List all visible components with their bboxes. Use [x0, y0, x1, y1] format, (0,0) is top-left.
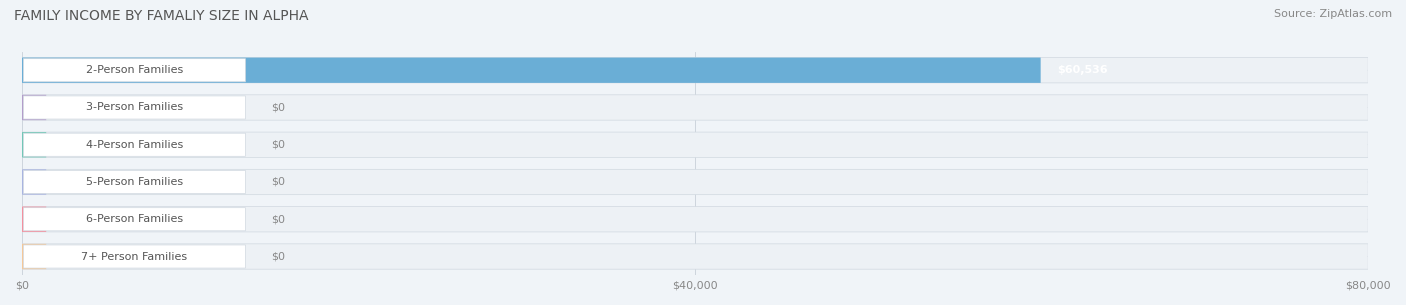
FancyBboxPatch shape: [24, 208, 246, 231]
FancyBboxPatch shape: [24, 96, 246, 119]
Text: $0: $0: [271, 140, 285, 150]
Text: $0: $0: [271, 214, 285, 224]
Text: 2-Person Families: 2-Person Families: [86, 65, 183, 75]
FancyBboxPatch shape: [24, 170, 246, 194]
Text: $0: $0: [271, 102, 285, 113]
Text: Source: ZipAtlas.com: Source: ZipAtlas.com: [1274, 9, 1392, 19]
FancyBboxPatch shape: [22, 244, 1368, 269]
FancyBboxPatch shape: [22, 244, 46, 269]
Text: 4-Person Families: 4-Person Families: [86, 140, 183, 150]
FancyBboxPatch shape: [22, 95, 46, 120]
Text: $0: $0: [271, 252, 285, 261]
FancyBboxPatch shape: [24, 133, 246, 156]
Text: 7+ Person Families: 7+ Person Families: [82, 252, 187, 261]
Text: $0: $0: [271, 177, 285, 187]
Text: FAMILY INCOME BY FAMALIY SIZE IN ALPHA: FAMILY INCOME BY FAMALIY SIZE IN ALPHA: [14, 9, 308, 23]
Text: 6-Person Families: 6-Person Families: [86, 214, 183, 224]
FancyBboxPatch shape: [24, 245, 246, 268]
Text: 3-Person Families: 3-Person Families: [86, 102, 183, 113]
FancyBboxPatch shape: [22, 95, 1368, 120]
FancyBboxPatch shape: [22, 58, 1040, 83]
FancyBboxPatch shape: [22, 206, 1368, 232]
FancyBboxPatch shape: [22, 206, 46, 232]
Text: $60,536: $60,536: [1057, 65, 1108, 75]
FancyBboxPatch shape: [22, 58, 1368, 83]
Text: 5-Person Families: 5-Person Families: [86, 177, 183, 187]
FancyBboxPatch shape: [24, 59, 246, 82]
FancyBboxPatch shape: [22, 169, 46, 195]
FancyBboxPatch shape: [22, 169, 1368, 195]
FancyBboxPatch shape: [22, 132, 46, 157]
FancyBboxPatch shape: [22, 132, 1368, 157]
